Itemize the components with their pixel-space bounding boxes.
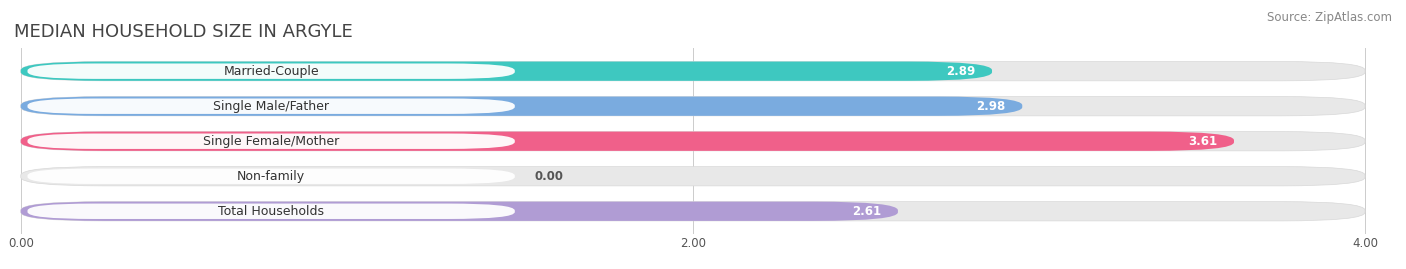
Text: 2.61: 2.61: [852, 205, 882, 218]
FancyBboxPatch shape: [21, 62, 993, 81]
FancyBboxPatch shape: [21, 97, 1365, 116]
Text: Married-Couple: Married-Couple: [224, 65, 319, 78]
FancyBboxPatch shape: [21, 132, 1365, 151]
Text: 0.00: 0.00: [534, 170, 564, 183]
Text: Non-family: Non-family: [238, 170, 305, 183]
Text: 2.89: 2.89: [946, 65, 976, 78]
Text: Single Female/Mother: Single Female/Mother: [202, 135, 339, 148]
Text: 3.61: 3.61: [1188, 135, 1218, 148]
Text: Source: ZipAtlas.com: Source: ZipAtlas.com: [1267, 11, 1392, 24]
FancyBboxPatch shape: [21, 202, 1365, 221]
FancyBboxPatch shape: [21, 202, 898, 221]
Text: MEDIAN HOUSEHOLD SIZE IN ARGYLE: MEDIAN HOUSEHOLD SIZE IN ARGYLE: [14, 23, 353, 41]
FancyBboxPatch shape: [28, 63, 515, 79]
Text: Total Households: Total Households: [218, 205, 325, 218]
FancyBboxPatch shape: [28, 204, 515, 219]
FancyBboxPatch shape: [21, 97, 1022, 116]
Text: Single Male/Father: Single Male/Father: [214, 100, 329, 113]
FancyBboxPatch shape: [21, 167, 1365, 186]
FancyBboxPatch shape: [21, 132, 1234, 151]
FancyBboxPatch shape: [21, 62, 1365, 81]
FancyBboxPatch shape: [28, 169, 515, 184]
FancyBboxPatch shape: [28, 133, 515, 149]
FancyBboxPatch shape: [28, 98, 515, 114]
Text: 2.98: 2.98: [976, 100, 1005, 113]
